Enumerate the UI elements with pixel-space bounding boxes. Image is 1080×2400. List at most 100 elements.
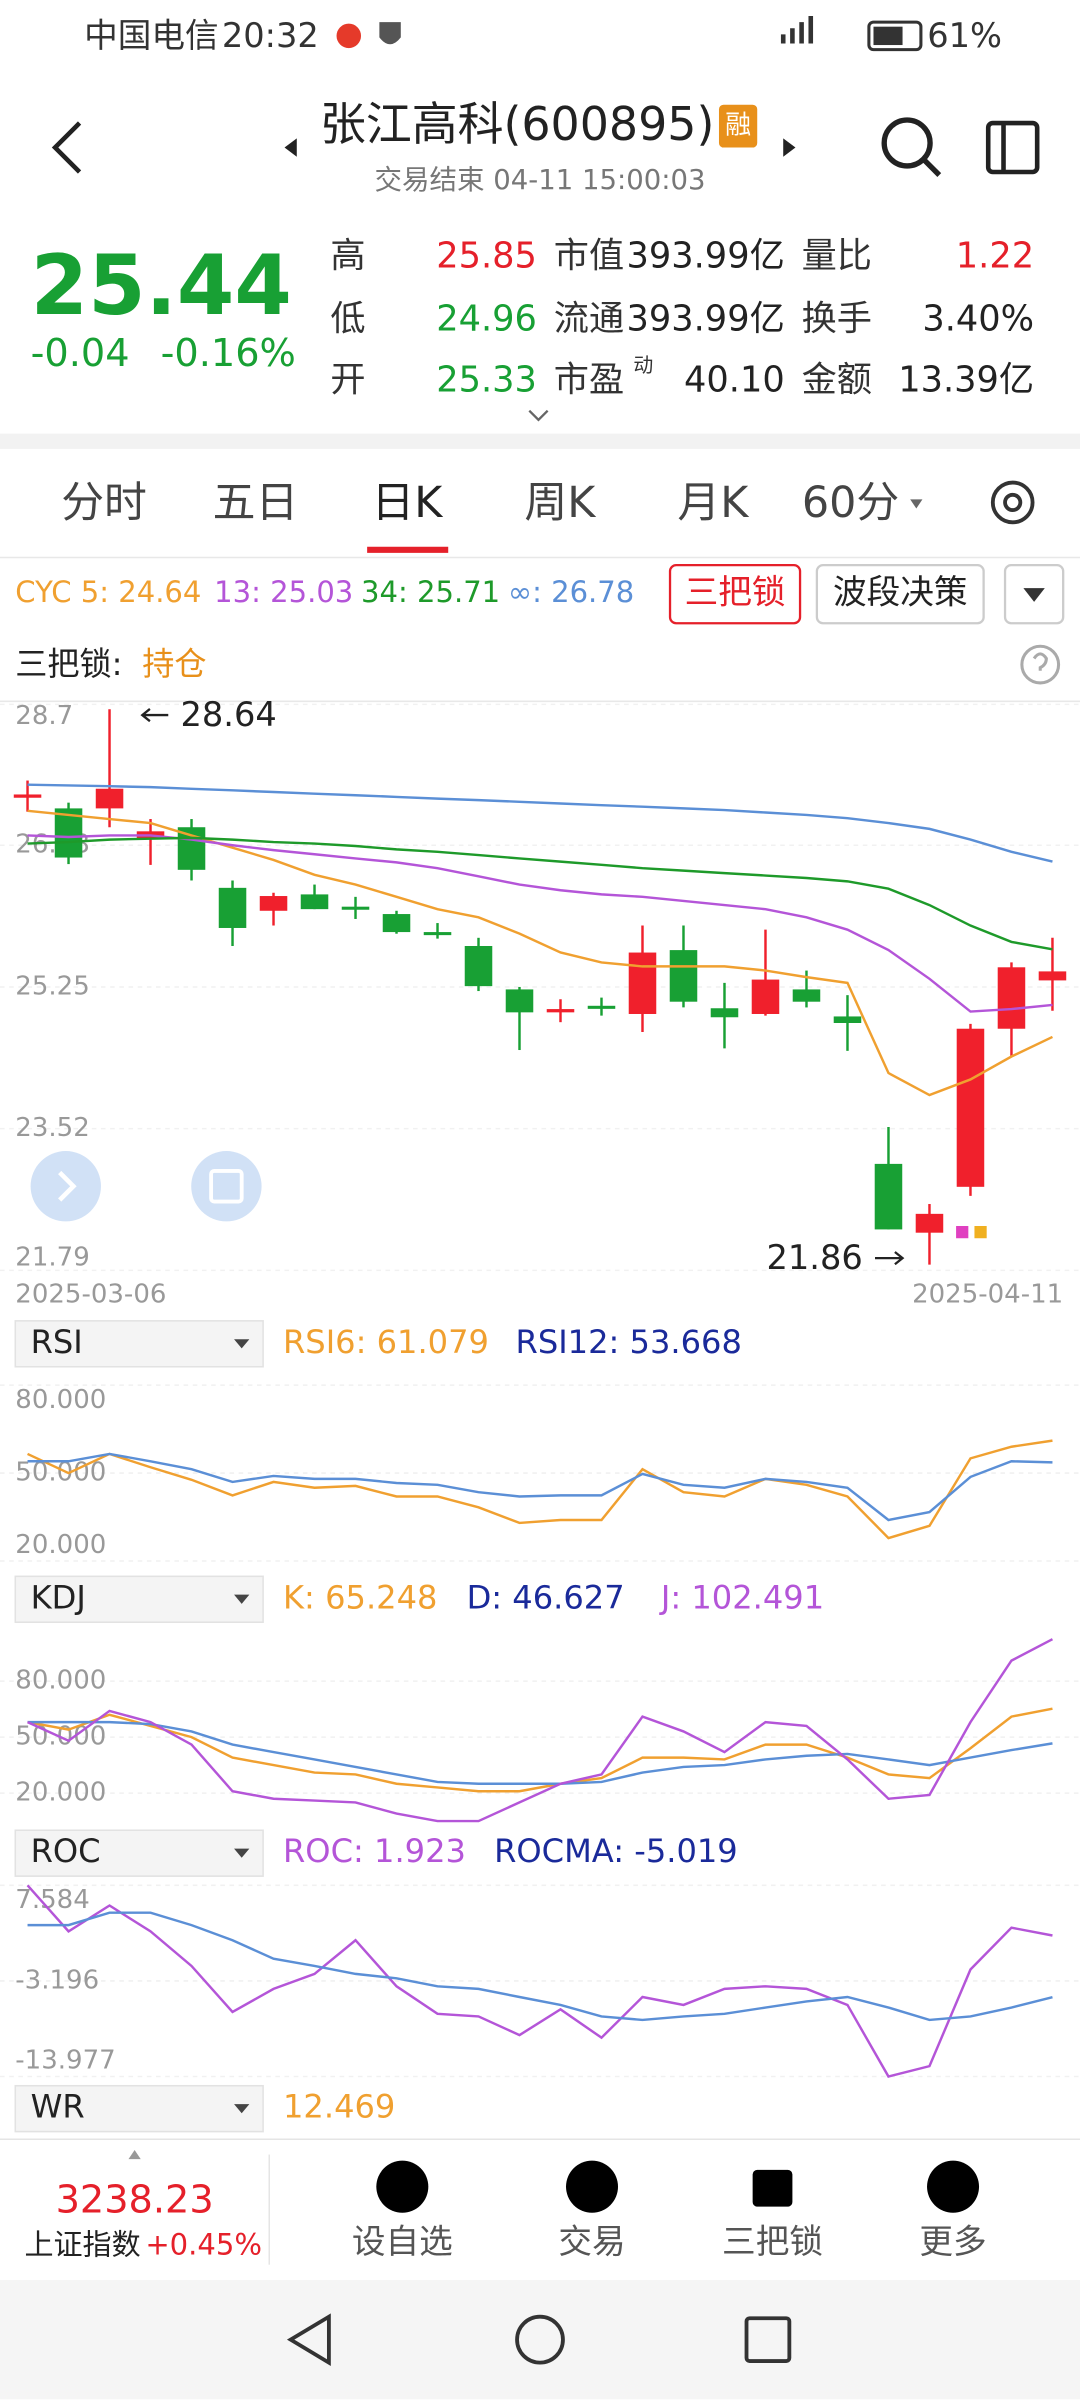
y-tick-label: 7.584 xyxy=(15,1885,89,1915)
nav-label[interactable]: 设自选 xyxy=(352,2222,453,2261)
indicator-select[interactable] xyxy=(14,1575,264,1623)
button-frame[interactable] xyxy=(668,564,802,625)
menu-arrow xyxy=(1023,588,1045,602)
landscape-float-button[interactable] xyxy=(191,1151,262,1222)
high-annotation: 28.64 xyxy=(181,695,277,734)
y-tick-label: 80.000 xyxy=(15,1666,106,1696)
stock-title: 张江高科(600895) xyxy=(320,97,714,151)
stat-label: 量比 xyxy=(802,236,872,277)
index-value: 3238.23 xyxy=(56,2178,214,2222)
nav-icon[interactable] xyxy=(566,2160,619,2213)
legend-entry: D: 46.627 xyxy=(467,1578,625,1616)
y-tick-label: 20.000 xyxy=(15,1778,106,1808)
search-button[interactable] xyxy=(881,117,942,177)
indicator-select[interactable] xyxy=(14,1829,264,1877)
next-stock[interactable] xyxy=(783,138,796,157)
period-tab[interactable]: 周K xyxy=(524,478,596,528)
stat-label: 市盈 xyxy=(554,360,624,401)
y-tick-label: 28.7 xyxy=(15,701,73,731)
status-label: 三把锁: xyxy=(15,645,122,683)
y-tick-label: 80.000 xyxy=(15,1385,106,1415)
candle-body xyxy=(792,989,821,1002)
legend-entry: RSI12: 53.668 xyxy=(516,1323,742,1361)
candle-body xyxy=(1038,971,1067,981)
expand-button[interactable] xyxy=(30,1151,101,1222)
nav-icon[interactable] xyxy=(927,2160,980,2213)
candle-body xyxy=(628,952,657,1014)
candle-body xyxy=(259,896,288,911)
candle-body xyxy=(505,989,534,1013)
candle-body xyxy=(751,979,780,1014)
settings-button[interactable] xyxy=(990,480,1035,525)
period-tab[interactable]: 60分 xyxy=(802,478,899,528)
nav-label[interactable]: 更多 xyxy=(919,2222,986,2261)
stat-label: 金额 xyxy=(802,360,872,401)
legend-entry: RSI6: 61.079 xyxy=(283,1323,489,1361)
indicator-name: RSI xyxy=(31,1323,83,1361)
stat-value: 393.99亿 xyxy=(627,236,785,277)
stat-label-sup: 动 xyxy=(633,354,653,377)
battery-icon xyxy=(867,20,923,52)
help-button[interactable] xyxy=(1020,644,1061,685)
legend-entry: 34: 25.71 xyxy=(361,575,500,609)
nav-back[interactable] xyxy=(286,2313,331,2366)
y-tick-label: 21.79 xyxy=(15,1243,89,1273)
expand-arrow[interactable] xyxy=(528,409,549,422)
dropdown-arrow[interactable] xyxy=(910,499,923,509)
candle-body xyxy=(874,1163,903,1230)
band-button: 波段决策 xyxy=(833,573,968,612)
nav-recent[interactable] xyxy=(744,2316,792,2363)
lock-icon xyxy=(956,1226,969,1239)
lock-icon xyxy=(974,1226,987,1239)
date-label: 2025-04-11 xyxy=(912,1279,1063,1309)
period-tab[interactable]: 五日 xyxy=(213,478,299,528)
indicator-select[interactable] xyxy=(14,2084,264,2133)
indicator-name: KDJ xyxy=(31,1578,86,1616)
nav-label[interactable]: 三把锁 xyxy=(722,2222,823,2261)
nav-icon[interactable] xyxy=(376,2160,429,2213)
nav-home[interactable] xyxy=(515,2314,565,2365)
y-tick-label: 23.52 xyxy=(15,1113,89,1143)
indicator-line xyxy=(27,1638,1054,1823)
candle-body xyxy=(382,914,411,933)
prev-stock[interactable] xyxy=(284,138,297,157)
period-tab[interactable]: 分时 xyxy=(61,478,147,528)
signal-icon xyxy=(780,15,814,44)
period-tab[interactable]: 日K xyxy=(371,478,443,528)
clock: 20:32 xyxy=(222,16,319,55)
legend-entry: J: 102.491 xyxy=(659,1578,824,1616)
stat-label: 换手 xyxy=(802,298,872,339)
nav-label[interactable]: 交易 xyxy=(558,2222,625,2261)
carrier: 中国电信 xyxy=(84,16,219,55)
wr-value: 12.469 xyxy=(283,2088,395,2126)
badge: 融 xyxy=(725,111,751,141)
stat-label: 开 xyxy=(330,360,365,401)
stat-label: 市值 xyxy=(554,236,624,277)
landscape-button[interactable] xyxy=(985,120,1040,175)
select-arrow xyxy=(234,1339,250,1349)
ma-line xyxy=(27,834,1053,1013)
shield-icon xyxy=(379,22,401,45)
y-tick-label: -13.977 xyxy=(15,2046,115,2076)
nav-icon[interactable] xyxy=(752,2169,793,2207)
high-arrow xyxy=(140,708,169,723)
indicator-name: WR xyxy=(31,2088,85,2126)
candle-body xyxy=(546,1009,575,1013)
button-frame[interactable] xyxy=(815,564,985,625)
stat-label: 低 xyxy=(330,298,365,339)
legend-entry: ∞: 26.78 xyxy=(508,575,634,609)
battery-percent: 61% xyxy=(927,16,1002,55)
stat-value: 25.33 xyxy=(436,360,537,401)
indicator-select[interactable] xyxy=(14,1320,264,1368)
select-arrow xyxy=(234,1594,250,1604)
candle-body xyxy=(997,967,1026,1029)
back-button[interactable] xyxy=(51,121,82,174)
indicator-line xyxy=(27,1720,1053,1785)
legend-entry: K: 65.248 xyxy=(283,1578,437,1616)
period-tab[interactable]: 月K xyxy=(677,478,749,528)
menu-button[interactable] xyxy=(1003,564,1065,625)
index-change: +0.45% xyxy=(145,2227,262,2261)
stat-value: 40.10 xyxy=(684,360,785,401)
candle-body xyxy=(218,887,247,928)
